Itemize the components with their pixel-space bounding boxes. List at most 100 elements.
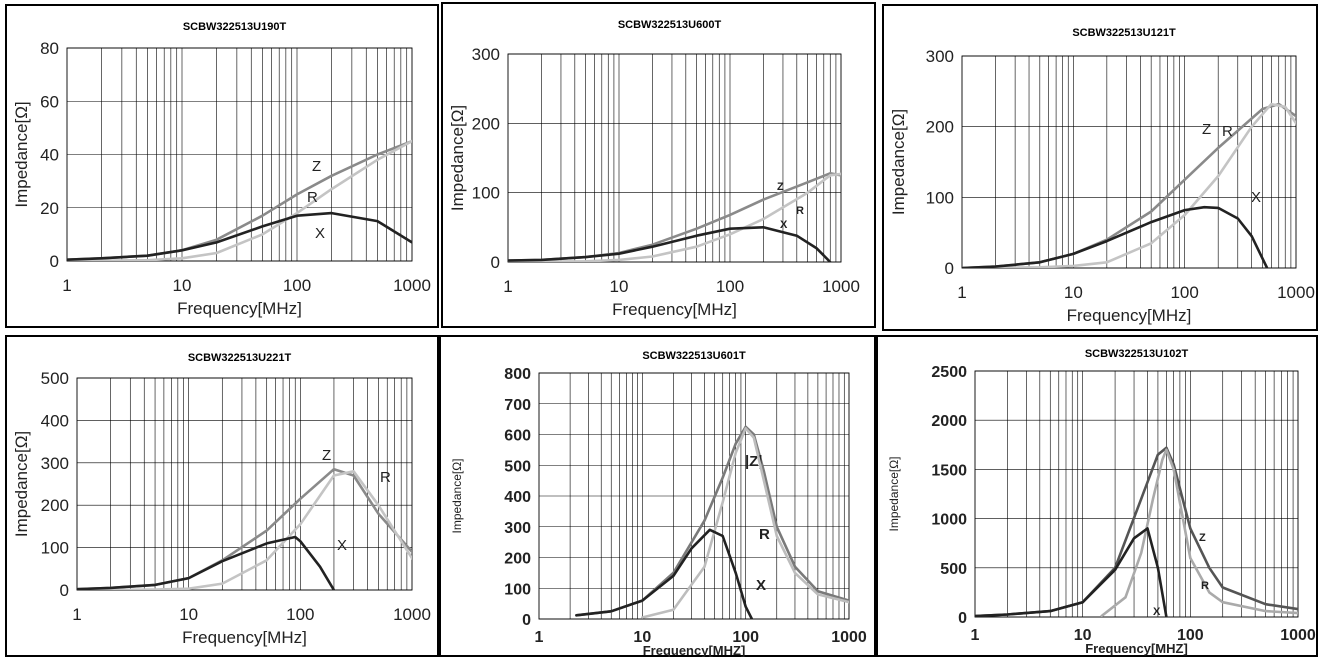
chart5-ytick-600: 600 xyxy=(504,428,531,445)
chart6-series-z-line xyxy=(975,446,1298,617)
chart3-series-x-line xyxy=(962,205,1269,268)
chart2-series-z-line xyxy=(508,172,841,262)
chart-panel-1: SCBW322513U190T 0 20 40 60 80 1 10 100 1000 Freque… xyxy=(5,4,439,328)
chart3-ytick-200: 200 xyxy=(926,118,954,137)
chart5-ytick-0: 0 xyxy=(522,612,531,629)
chart3-series-r-label: R xyxy=(1222,123,1233,140)
chart4-xtick-10: 10 xyxy=(179,605,198,624)
chart4-ylabel: Impedance[Ω] xyxy=(12,431,31,537)
chart3-series-z-label: Z xyxy=(1202,121,1211,138)
chart3-xtick-1: 1 xyxy=(957,283,966,302)
chart5-ytick-300: 300 xyxy=(504,520,531,537)
chart-svg-3: SCBW322513U121T 0 100 200 300 1 10 100 1000 Frequ… xyxy=(889,27,1315,325)
chart5-series-x-line xyxy=(575,528,754,619)
chart3-xtick-10: 10 xyxy=(1064,283,1083,302)
chart6-xtick-1: 1 xyxy=(971,627,980,644)
chart3-xlabel: Frequency[MHz] xyxy=(1067,306,1192,325)
chart1-xtick-1: 1 xyxy=(62,276,71,295)
chart1-ytick-40: 40 xyxy=(40,146,59,165)
chart4-series-x-label: X xyxy=(337,537,347,554)
chart5-ytick-700: 700 xyxy=(504,397,531,414)
chart6-ytick-2000: 2000 xyxy=(931,413,967,430)
chart4-title: SCBW322513U221T xyxy=(188,352,292,364)
chart1-series-r-label: R xyxy=(307,189,318,206)
chart1-title: SCBW322513U190T xyxy=(183,21,287,33)
chart6-series-z-label: Z xyxy=(1199,532,1206,544)
chart6-title: SCBW322513U102T xyxy=(1085,348,1189,360)
chart6-ylabel: Impedance[Ω] xyxy=(887,456,901,531)
chart2-title: SCBW322513U600T xyxy=(618,19,722,31)
chart1-xtick-1000: 1000 xyxy=(393,276,431,295)
chart2-ytick-200: 200 xyxy=(472,114,500,133)
chart5-plot-frame xyxy=(538,372,850,620)
chart5-xlabel: Frequency[MHZ] xyxy=(643,643,746,657)
chart6-grid xyxy=(975,370,1298,618)
chart-svg-5: SCBW322513U601T 0 100 200 300 400 500 600 700 800… xyxy=(450,350,867,657)
chart4-ytick-200: 200 xyxy=(41,496,69,515)
chart1-xtick-100: 100 xyxy=(283,276,311,295)
chart2-ytick-100: 100 xyxy=(472,184,500,203)
chart6-ytick-2500: 2500 xyxy=(931,364,967,381)
chart2-xtick-1: 1 xyxy=(503,277,512,296)
chart2-series-r-label: R xyxy=(796,205,804,217)
chart2-plot-frame xyxy=(507,53,842,263)
chart3-grid xyxy=(962,55,1296,269)
chart1-ytick-0: 0 xyxy=(50,252,59,271)
chart4-series-r-line xyxy=(77,470,412,590)
chart1-series-x-label: X xyxy=(315,225,325,242)
chart6-series-x-line xyxy=(975,527,1168,617)
chart2-xtick-100: 100 xyxy=(716,277,744,296)
chart3-ytick-100: 100 xyxy=(926,188,954,207)
chart6-ytick-0: 0 xyxy=(958,610,967,627)
chart4-xtick-1000: 1000 xyxy=(393,605,431,624)
chart-panel-4: SCBW322513U221T 0 100 200 300 400 500 1 10 100 100… xyxy=(5,335,439,657)
chart3-xtick-1000: 1000 xyxy=(1277,283,1315,302)
chart1-plot-frame xyxy=(66,47,413,262)
chart2-ytick-0: 0 xyxy=(491,253,500,272)
chart1-series-z-label: Z xyxy=(312,158,321,175)
chart3-ytick-0: 0 xyxy=(945,259,954,278)
chart1-series-x-line xyxy=(67,211,412,261)
chart3-ylabel: Impedance[Ω] xyxy=(889,109,908,215)
chart4-plot-frame xyxy=(76,377,413,591)
chart5-ytick-100: 100 xyxy=(504,581,531,598)
chart5-ytick-200: 200 xyxy=(504,551,531,568)
chart1-series-z-line xyxy=(67,139,412,261)
chart5-xtick-1000: 1000 xyxy=(831,629,867,646)
chart5-series-x-label: X xyxy=(756,577,766,594)
chart3-series-r-line xyxy=(962,102,1296,268)
chart5-ytick-500: 500 xyxy=(504,458,531,475)
chart2-series-r-line xyxy=(508,172,841,262)
chart2-series-z-label: Z xyxy=(777,181,784,193)
chart4-ytick-300: 300 xyxy=(41,454,69,473)
chart-panel-6: SCBW322513U102T 0 500 1000 1500 2000 2500 1 10 10… xyxy=(876,335,1318,657)
chart6-xlabel: Frequency[MHZ] xyxy=(1085,641,1188,656)
chart2-ylabel: Impedance[Ω] xyxy=(448,105,467,211)
chart5-xtick-10: 10 xyxy=(633,629,651,646)
chart3-plot-frame xyxy=(961,55,1297,269)
chart2-ytick-300: 300 xyxy=(472,45,500,64)
chart5-series-r-label: R xyxy=(759,526,770,543)
chart4-series-z-label: Z xyxy=(322,447,331,464)
chart4-xtick-1: 1 xyxy=(72,605,81,624)
chart-panel-2: SCBW322513U600T 0 100 200 300 1 10 100 1000 Frequ… xyxy=(441,2,876,328)
chart6-xtick-100: 100 xyxy=(1177,627,1204,644)
chart6-ytick-1000: 1000 xyxy=(931,512,967,529)
chart4-series-r-label: R xyxy=(380,469,391,486)
chart2-series-x-line xyxy=(508,226,832,262)
chart4-xtick-100: 100 xyxy=(286,605,314,624)
chart6-xtick-10: 10 xyxy=(1074,627,1092,644)
chart4-ytick-100: 100 xyxy=(41,539,69,558)
chart5-ytick-800: 800 xyxy=(504,366,531,383)
chart-panel-3: SCBW322513U121T 0 100 200 300 1 10 100 1000 Frequ… xyxy=(882,4,1318,331)
chart-panel-5: SCBW322513U601T 0 100 200 300 400 500 600 700 800… xyxy=(439,335,876,657)
chart2-xtick-1000: 1000 xyxy=(822,277,860,296)
chart6-xtick-1000: 1000 xyxy=(1280,627,1316,644)
chart2-xtick-10: 10 xyxy=(610,277,629,296)
chart2-series-x-label: X xyxy=(780,219,788,231)
chart5-title: SCBW322513U601T xyxy=(642,350,746,362)
chart1-ytick-20: 20 xyxy=(40,199,59,218)
chart5-ylabel: Impedance[Ω] xyxy=(450,458,464,533)
chart4-ytick-500: 500 xyxy=(41,369,69,388)
chart6-ytick-500: 500 xyxy=(940,561,967,578)
